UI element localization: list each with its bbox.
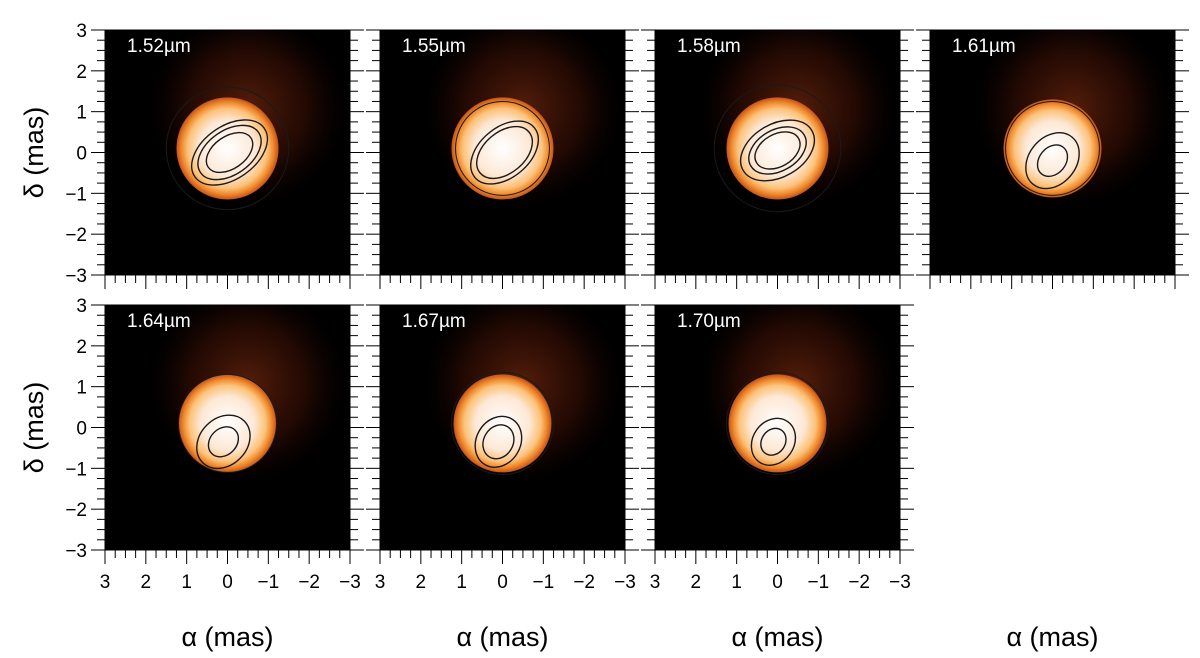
panel-plot-area	[380, 305, 625, 550]
y-tick-label: −3	[65, 266, 87, 287]
contour-line	[190, 119, 269, 186]
panel-5: 1.64µm 3 2 1 0 −1 −2 −3 δ (mas) 3 2 1 0 −1 −2 −3	[19, 296, 364, 593]
panel-plot-area	[655, 30, 900, 275]
x-tick-label: −3	[339, 572, 361, 593]
y-axis-label: δ (mas)	[19, 382, 49, 474]
y-tick-label: 3	[76, 296, 87, 317]
contour-line	[725, 371, 830, 475]
x-tick-label: −3	[889, 572, 911, 593]
contour-line	[482, 424, 515, 460]
x-axis-label: α (mas)	[181, 622, 273, 652]
y-tick-label: −2	[65, 225, 87, 246]
contour-line	[196, 414, 251, 470]
contour-line	[474, 415, 523, 468]
x-tick-label: 2	[416, 572, 427, 593]
contour-line	[165, 86, 290, 211]
x-tick-label: 1	[731, 572, 742, 593]
stellar-disk	[178, 374, 277, 473]
panel-plot-area	[105, 305, 350, 550]
y-tick-label: 3	[76, 21, 87, 42]
panel-4: 1.61µm	[916, 29, 1189, 289]
y-tick-label: 2	[76, 337, 87, 358]
panel-1: 1.52µm 3 2 1 0 −1 −2 −3 δ (mas)	[19, 21, 364, 289]
panel-label: 1.70µm	[677, 311, 741, 332]
y-tick-label: 1	[76, 378, 87, 399]
stellar-disk	[728, 374, 827, 473]
panel-label: 1.52µm	[127, 36, 191, 57]
x-tick-label: 3	[375, 572, 386, 593]
y-tick-label: 0	[76, 144, 87, 165]
contour-line	[760, 427, 787, 456]
panel-6: 1.67µm 3 2 1 0 −1 −2 −3	[366, 304, 639, 593]
contour-line	[470, 120, 539, 185]
x-tick-label: 2	[141, 572, 152, 593]
contour-line	[476, 125, 534, 180]
x-tick-label: 2	[691, 572, 702, 593]
panel-3: 1.58µm	[641, 29, 914, 289]
contour-line	[205, 131, 254, 174]
contour-line	[450, 371, 555, 475]
contour-line	[455, 100, 550, 196]
y-tick-label: −1	[65, 459, 87, 480]
x-tick-label: −2	[573, 572, 595, 593]
panel-plot-area	[380, 30, 625, 275]
x-tick-label: −2	[848, 572, 870, 593]
y-tick-label: −2	[65, 500, 87, 521]
panel-label: 1.67µm	[402, 311, 466, 332]
x-tick-label: 1	[456, 572, 467, 593]
contour-line	[1025, 132, 1080, 190]
x-tick-label: 3	[100, 572, 111, 593]
panel-plot-area	[655, 305, 900, 550]
y-tick-label: 0	[76, 419, 87, 440]
y-tick-label: 2	[76, 62, 87, 83]
panel-7: 1.70µm 3 2 1 0 −1 −2 −3	[641, 304, 914, 593]
stellar-disk	[451, 97, 554, 200]
contour-line	[178, 373, 277, 473]
x-axis-label: α (mas)	[1006, 622, 1098, 652]
x-tick-label: 1	[181, 572, 192, 593]
x-tick-label: −1	[807, 572, 829, 593]
panel-label: 1.61µm	[952, 36, 1016, 57]
y-tick-label: 1	[76, 103, 87, 124]
x-axis-label: α (mas)	[456, 622, 548, 652]
contour-line	[754, 131, 801, 170]
stellar-disk	[1003, 99, 1102, 198]
panel-label: 1.64µm	[127, 311, 191, 332]
x-tick-label: −1	[532, 572, 554, 593]
stellar-disk	[176, 97, 279, 200]
x-tick-label: 3	[650, 572, 661, 593]
x-tick-label: −3	[614, 572, 636, 593]
panel-label: 1.55µm	[402, 36, 466, 57]
x-tick-label: 0	[222, 572, 233, 593]
panel-label: 1.58µm	[677, 36, 741, 57]
panel-plot-area	[105, 30, 350, 275]
x-axis-label: α (mas)	[731, 622, 823, 652]
x-tick-label: −2	[298, 572, 320, 593]
y-axis-label: δ (mas)	[19, 107, 49, 199]
contour-line	[207, 426, 240, 458]
contour-line	[739, 119, 816, 182]
contour-line	[1036, 144, 1069, 178]
y-tick-label: −3	[65, 541, 87, 562]
x-tick-label: −1	[257, 572, 279, 593]
x-tick-label: 0	[497, 572, 508, 593]
contour-line	[748, 126, 807, 175]
x-tick-label: 0	[772, 572, 783, 593]
panel-plot-area	[930, 30, 1175, 275]
contour-line	[713, 84, 842, 213]
stellar-disk	[453, 374, 552, 473]
contour-line	[750, 417, 797, 466]
contour-line	[1005, 100, 1100, 196]
y-tick-label: −1	[65, 184, 87, 205]
contour-line	[197, 124, 262, 181]
panel-2: 1.55µm	[366, 29, 639, 289]
